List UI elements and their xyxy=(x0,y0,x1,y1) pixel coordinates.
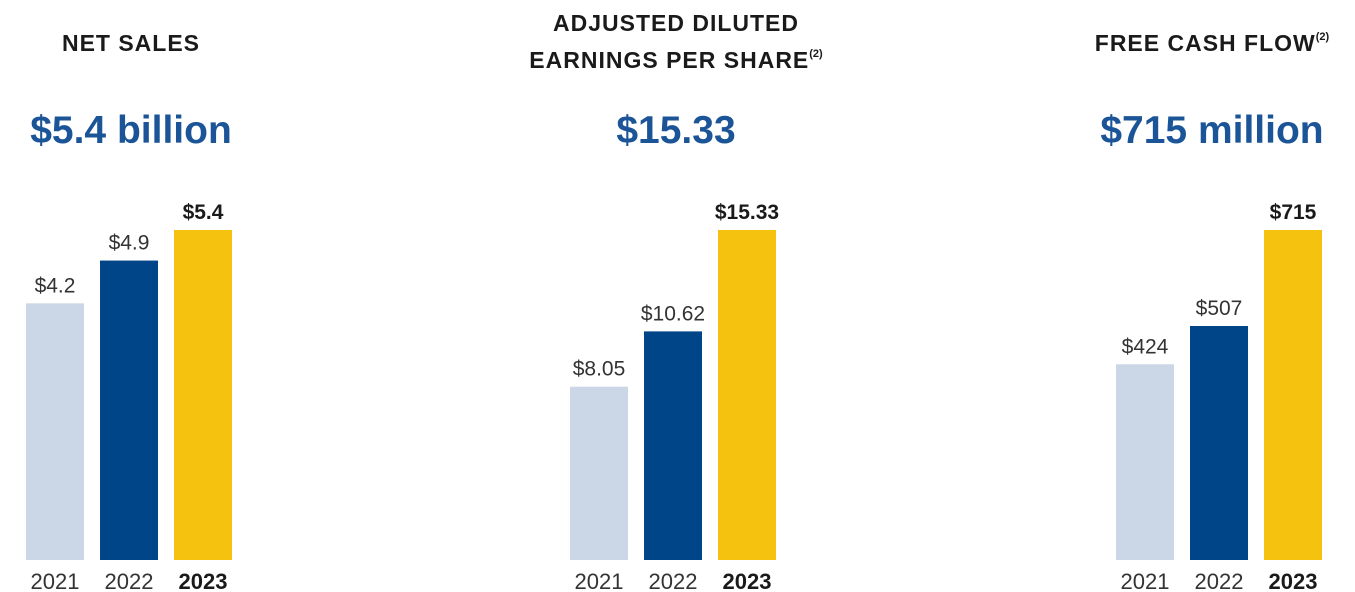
eps-value-label-2023: $15.33 xyxy=(715,201,779,224)
fcf-year-label-2021: 2021 xyxy=(1121,569,1170,592)
fcf-year-label-2022: 2022 xyxy=(1195,569,1244,592)
net-sales-value-label-2023: $5.4 xyxy=(183,201,224,224)
fcf-bar-2021 xyxy=(1116,364,1174,560)
fcf-year-label-2023: 2023 xyxy=(1269,569,1318,592)
net-sales-title: NET SALES xyxy=(8,22,254,59)
eps-year-label-2022: 2022 xyxy=(649,569,698,592)
net-sales-year-label-2022: 2022 xyxy=(105,569,154,592)
eps-value-label-2022: $10.62 xyxy=(641,302,705,325)
eps-title-line2: EARNINGS PER SHARE(2) xyxy=(488,39,864,76)
eps-year-label-2021: 2021 xyxy=(575,569,624,592)
fcf-bar-2023 xyxy=(1264,230,1322,560)
eps-headline: $15.33 xyxy=(616,109,736,152)
net-sales-bar-2021 xyxy=(26,303,84,560)
fcf-footnote: (2) xyxy=(1315,31,1330,43)
eps-bar-2021 xyxy=(570,386,628,560)
fcf-value-label-2021: $424 xyxy=(1122,335,1169,358)
net-sales-value-label-2022: $4.9 xyxy=(109,232,150,255)
fcf-chart: $424 2021 $507 2022 $715 2023 xyxy=(1116,201,1322,592)
free-cash-flow-panel: FREE CASH FLOW(2) $715 million $424 2021 $… xyxy=(1062,0,1355,592)
net-sales-value-label-2021: $4.2 xyxy=(35,274,76,297)
net-sales-panel: NET SALES $5.4 billion $4.2 2021 $4.9 2022 $… xyxy=(8,0,254,592)
eps-panel: ADJUSTED DILUTED EARNINGS PER SHARE(2) $… xyxy=(488,0,864,592)
net-sales-bar-2022 xyxy=(100,260,158,560)
eps-chart: $8.05 2021 $10.62 2022 $15.33 2023 xyxy=(570,201,779,592)
eps-footnote: (2) xyxy=(809,48,823,60)
net-sales-year-label-2023: 2023 xyxy=(179,569,228,592)
eps-bar-2023 xyxy=(718,230,776,560)
fcf-value-label-2023: $715 xyxy=(1270,201,1317,224)
fcf-headline: $715 million xyxy=(1100,109,1324,152)
eps-value-label-2021: $8.05 xyxy=(573,358,626,381)
net-sales-year-label-2021: 2021 xyxy=(31,569,80,592)
fcf-title: FREE CASH FLOW(2) xyxy=(1062,22,1355,59)
eps-bar-2022 xyxy=(644,331,702,560)
net-sales-headline: $5.4 billion xyxy=(30,109,232,152)
eps-title: ADJUSTED DILUTED EARNINGS PER SHARE(2) xyxy=(488,8,864,76)
eps-year-label-2023: 2023 xyxy=(723,569,772,592)
net-sales-chart: $4.2 2021 $4.9 2022 $5.4 2023 xyxy=(26,201,232,592)
net-sales-bar-2023 xyxy=(174,230,232,560)
eps-title-line2-text: EARNINGS PER SHARE xyxy=(529,47,810,73)
net-sales-title-text: NET SALES xyxy=(61,30,201,56)
eps-title-line1: ADJUSTED DILUTED xyxy=(552,10,799,36)
fcf-value-label-2022: $507 xyxy=(1196,297,1243,320)
fcf-title-text: FREE CASH FLOW xyxy=(1094,30,1316,56)
fcf-bar-2022 xyxy=(1190,326,1248,560)
